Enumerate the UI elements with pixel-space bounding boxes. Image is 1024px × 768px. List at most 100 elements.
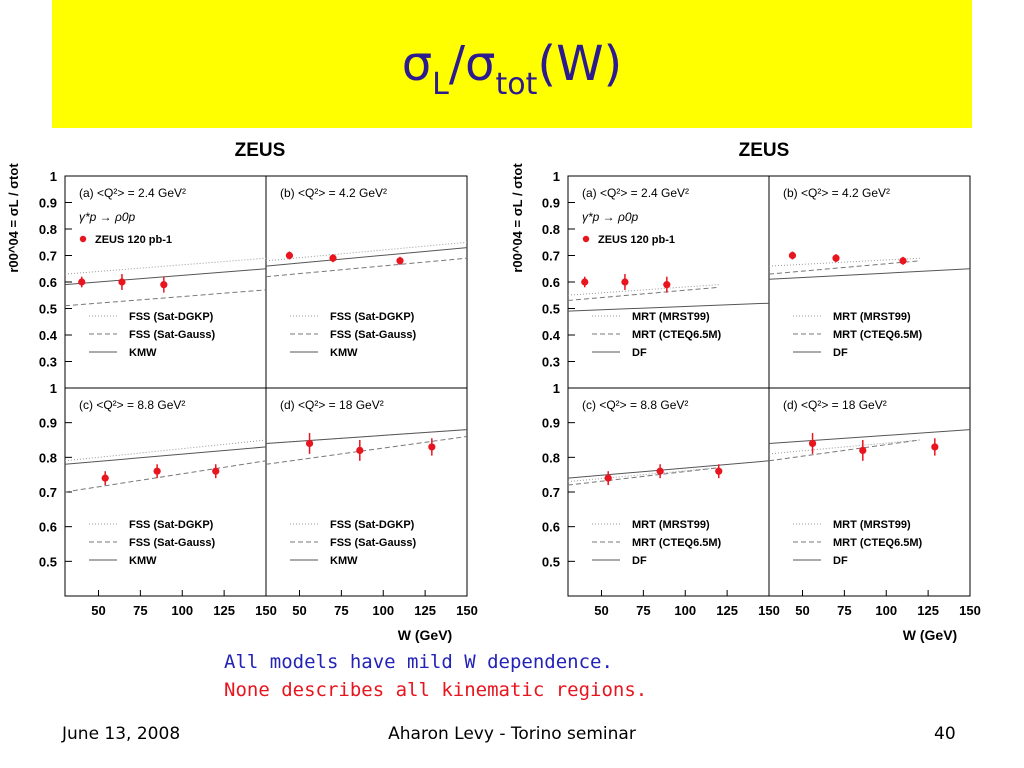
chart2-panel-b-data-point [899, 257, 907, 265]
chart2-panel-d-model-line-2 [768, 439, 920, 462]
chart1-panel-a-y-tick-label: 0.5 [39, 302, 57, 317]
chart2-panel-c-model-line-1 [567, 467, 719, 483]
chart1-x-tick-label: 150 [456, 603, 478, 618]
chart2-panel-c-y-tick-label: 0.8 [542, 450, 560, 465]
footer-page-number: 40 [934, 724, 956, 744]
chart1-panel-b-model-line-2 [265, 257, 468, 278]
chart2-panel-a-y-tick-label: 0.7 [542, 249, 560, 264]
title-sigma: σ [401, 36, 433, 92]
chart2-panel-c-model-line-3 [567, 460, 770, 479]
chart1-panel-d-model-line-3 [265, 429, 468, 444]
chart1-panel-a-y-tick-label: 0.3 [39, 355, 57, 370]
chart2-y-axis-label: r00^04 = σL / σtot [510, 163, 525, 273]
chart2-panel-c-y-tick-label: 0.5 [542, 554, 560, 569]
chart1-panel-a-data-point [118, 278, 126, 286]
chart1-panel-b-model-legend-label: FSS (Sat-Gauss) [330, 329, 417, 341]
chart1-panel-b-label: (b) <Q²> = 4.2 GeV² [280, 186, 387, 200]
chart1-panel-d-data-point [356, 446, 364, 454]
chart1-panel-a-legend-marker [79, 235, 87, 243]
chart1-panel-a-y-tick-label: 0.4 [39, 328, 58, 343]
chart2-x-tick-label: 100 [875, 603, 897, 618]
chart1-panel-a-model-line-1 [64, 257, 267, 275]
chart1-panel-c-model-legend-label: KMW [129, 555, 157, 567]
chart2-panel-b-model-line-3 [768, 268, 971, 280]
chart2-panel-c-y-tick-label: 0.7 [542, 485, 560, 500]
chart2-panel-a-model-line-2 [567, 286, 719, 301]
chart2-panel-a-label: (a) <Q²> = 2.4 GeV² [582, 186, 689, 200]
footer-date: June 13, 2008 [62, 724, 181, 744]
chart1-panel-a-label: (a) <Q²> = 2.4 GeV² [79, 186, 186, 200]
chart2-x-tick-label: 125 [917, 603, 939, 618]
chart1-panel-d-model-legend-label: FSS (Sat-DGKP) [330, 519, 415, 531]
chart2-panel-a-data-legend: ZEUS 120 pb-1 [598, 234, 675, 246]
chart1-panel-a-y-tick-label: 0.7 [39, 249, 57, 264]
note-mild-dependence: All models have mild W dependence. [224, 651, 613, 673]
chart1-panel-c-data-point [153, 467, 161, 475]
chart2-panel-c-y-tick-label: 0.6 [542, 520, 560, 535]
chart1-panel-a-y-tick-label: 0.9 [39, 196, 57, 211]
chart2-x-tick-label: 75 [636, 603, 650, 618]
title-subscript-tot: tot [495, 67, 538, 102]
chart1-panel-a-y-tick-label: 1 [50, 169, 57, 184]
chart1-panel-a-model-legend-label: FSS (Sat-Gauss) [129, 329, 216, 341]
chart2-panel-a-y-tick-label: 0.8 [542, 222, 560, 237]
chart1-panel-a-model-line-3 [64, 268, 267, 286]
chart1-panel-c-model-line-2 [64, 460, 267, 493]
chart1-panel-c-y-tick-label: 0.5 [39, 554, 57, 569]
chart2-panel-c-data-point [656, 467, 664, 475]
chart2-panel-c-y-tick-label: 1 [553, 381, 560, 396]
chart2-panel-b-model-line-2 [768, 260, 920, 275]
chart1-panel-c-model-line-1 [64, 439, 267, 462]
charts-area: ZEUS r00^04 = σL / σtot 50 75 100 125 150 50 75 1… [0, 128, 1024, 648]
chart2-panel-a-y-tick-label: 0.6 [542, 275, 560, 290]
chart2-panel-a-y-tick-label: 1 [553, 169, 560, 184]
chart1-panel-d-model-line-2 [265, 436, 468, 465]
chart1-panel-c-data-point [101, 474, 109, 482]
chart1-panel-a-data-point [78, 278, 86, 286]
chart2-panel-a-data-point [621, 278, 629, 286]
chart2-panel-a-model-legend-label: MRT (CTEQ6.5M) [632, 329, 722, 341]
chart1-panel-b-data-point [285, 251, 294, 260]
chart1-x-tick-label: 100 [171, 603, 193, 618]
chart2-panel-b-model-legend-label: DF [833, 347, 848, 359]
chart1-y-axis-label: r00^04 = σL / σtot [6, 163, 21, 273]
chart1-panel-c-model-line-3 [64, 446, 267, 465]
chart2-panel-c-model-legend-label: DF [632, 555, 647, 567]
chart2-panel-a-data-point [581, 278, 589, 286]
chart1-panel-a-y-tick-label: 0.8 [39, 222, 57, 237]
chart1-panel-a-data-point [160, 281, 168, 289]
chart2-panel-a-y-tick-label: 0.9 [542, 196, 560, 211]
chart1-x-tick-label: 75 [133, 603, 147, 618]
chart2-panel-b-data-point [832, 254, 840, 262]
chart2-panel-a-y-tick-label: 0.5 [542, 302, 560, 317]
chart2-panel-d-model-line-1 [768, 439, 920, 455]
title-subscript-l: L [432, 67, 449, 102]
chart1-x-tick-label: 50 [91, 603, 105, 618]
chart1-panel-b-data-point [396, 257, 404, 265]
chart2-panel-a-model-legend-label: MRT (MRST99) [632, 311, 710, 323]
chart2-panel-c-y-tick-label: 0.9 [542, 416, 560, 431]
chart2-x-axis-label: W (GeV) [903, 627, 957, 643]
chart2-x-tick-label: 150 [758, 603, 780, 618]
chart1-x-tick-label: 125 [213, 603, 235, 618]
chart2-x-tick-label: 50 [795, 603, 809, 618]
chart1-panel-a-data-legend: ZEUS 120 pb-1 [95, 234, 172, 246]
chart1-panel-c-y-tick-label: 1 [50, 381, 57, 396]
chart1-x-tick-label: 125 [414, 603, 436, 618]
chart1-panel-c-label: (c) <Q²> = 8.8 GeV² [79, 398, 185, 412]
chart2-panel-a-data-point [663, 281, 671, 289]
title-slash-sigma: /σ [448, 36, 496, 92]
chart2-panel-b-label: (b) <Q²> = 4.2 GeV² [783, 186, 890, 200]
chart2-panel-c-label: (c) <Q²> = 8.8 GeV² [582, 398, 688, 412]
title-band: σL/σtot(W) [52, 0, 972, 128]
chart1-x-tick-label: 100 [372, 603, 394, 618]
chart1-panel-c-y-tick-label: 0.8 [39, 450, 57, 465]
footer-title: Aharon Levy - Torino seminar [388, 724, 636, 744]
chart2-panel-b-model-legend-label: MRT (CTEQ6.5M) [833, 329, 923, 341]
title-w: (W) [537, 36, 623, 92]
chart2-panel-d-model-legend-label: MRT (MRST99) [833, 519, 911, 531]
chart2-panel-d-data-point [859, 446, 867, 454]
chart2-panel-c-model-line-2 [567, 467, 719, 486]
chart1-x-axis-label: W (GeV) [398, 627, 452, 643]
chart2-x-tick-label: 75 [837, 603, 851, 618]
